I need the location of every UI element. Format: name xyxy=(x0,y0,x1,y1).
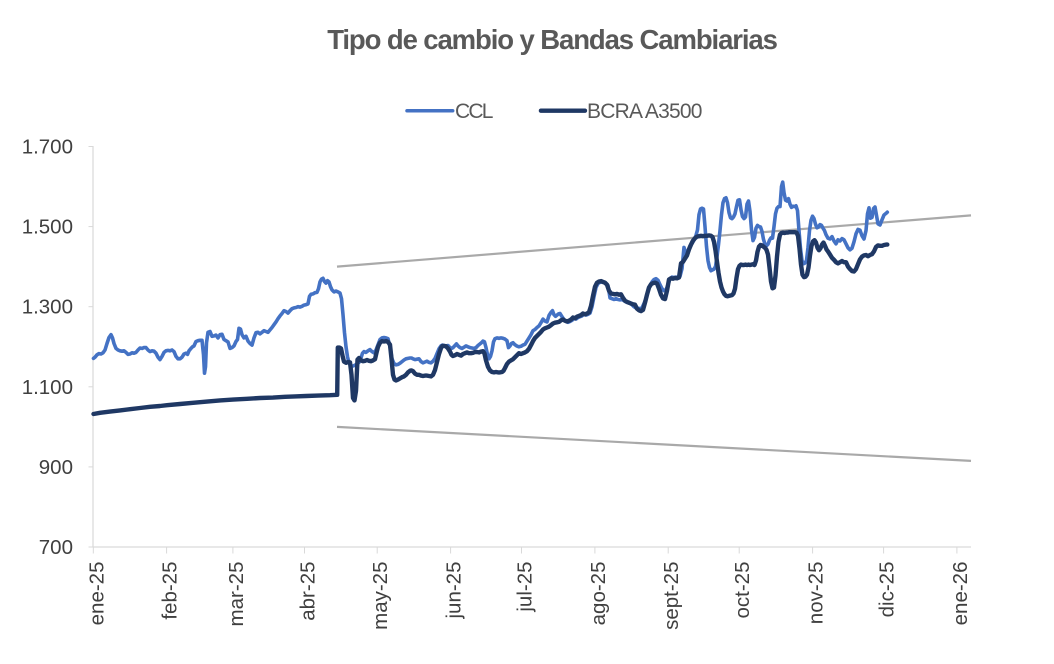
svg-text:1.500: 1.500 xyxy=(22,216,73,239)
svg-text:feb-25: feb-25 xyxy=(159,562,182,620)
svg-text:ago-25: ago-25 xyxy=(587,562,610,626)
svg-text:900: 900 xyxy=(39,456,73,479)
svg-text:ene-25: ene-25 xyxy=(85,562,108,626)
svg-text:Tipo de cambio y Bandas Cambia: Tipo de cambio y Bandas Cambiarias xyxy=(327,24,777,55)
svg-text:mar-25: mar-25 xyxy=(225,562,248,627)
svg-text:BCRA A3500: BCRA A3500 xyxy=(587,100,702,123)
svg-text:1.700: 1.700 xyxy=(22,136,73,159)
svg-text:dic-25: dic-25 xyxy=(876,562,899,618)
svg-text:nov-25: nov-25 xyxy=(805,562,828,625)
svg-text:1.300: 1.300 xyxy=(22,296,73,319)
svg-text:ene-26: ene-26 xyxy=(949,562,972,626)
svg-text:oct-25: oct-25 xyxy=(731,562,754,619)
svg-text:abr-25: abr-25 xyxy=(297,562,320,621)
svg-text:700: 700 xyxy=(39,536,73,559)
svg-text:1.100: 1.100 xyxy=(22,376,73,399)
svg-text:jul-25: jul-25 xyxy=(514,562,537,613)
svg-text:CCL: CCL xyxy=(455,100,493,123)
svg-text:jun-25: jun-25 xyxy=(443,562,466,620)
svg-text:may-25: may-25 xyxy=(369,562,392,630)
svg-text:sept-25: sept-25 xyxy=(660,562,683,630)
